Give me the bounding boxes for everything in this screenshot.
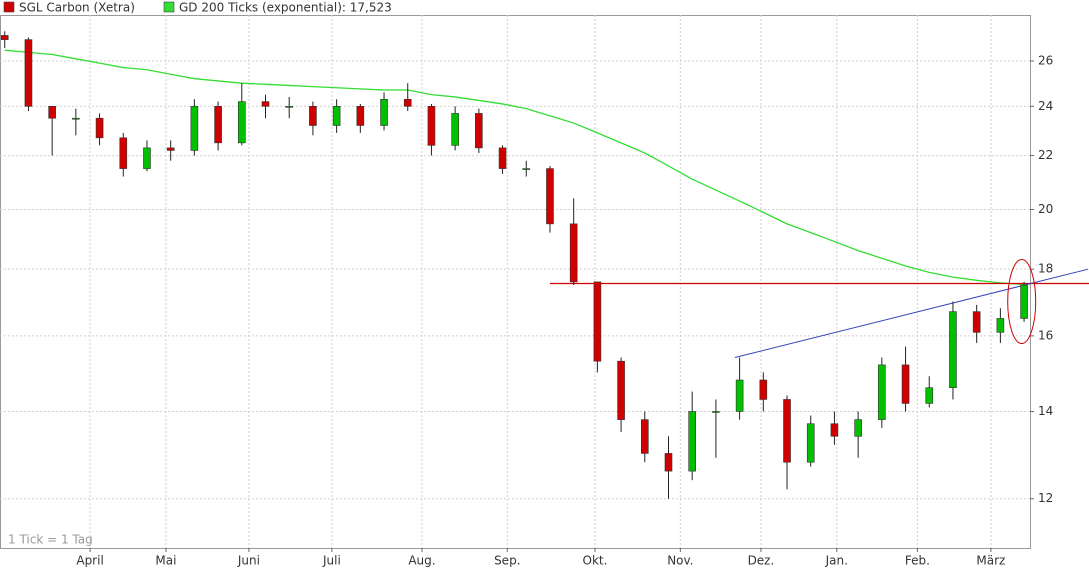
x-tick-label: Mai [155, 554, 176, 568]
tick-note: 1 Tick = 1 Tag [8, 533, 93, 547]
candle-body [380, 98, 388, 126]
candle-body [0, 35, 9, 40]
candle-body [854, 419, 862, 437]
candle-body [830, 423, 839, 437]
trend-line [734, 268, 1089, 358]
candle-body [759, 379, 768, 400]
candle-body [119, 137, 128, 169]
y-tick-label: 12 [1038, 491, 1053, 505]
candle-body [901, 364, 910, 404]
candle-body [143, 147, 151, 169]
y-tick-label: 22 [1038, 148, 1053, 162]
x-tick-label: Sep. [494, 554, 520, 568]
candle-body [878, 364, 886, 420]
candle-body [688, 411, 696, 472]
candle-body [949, 311, 957, 389]
x-tick-label: Aug. [408, 554, 435, 568]
candle-body [214, 106, 222, 144]
highlight-circle [1007, 259, 1037, 345]
candle-body [237, 101, 246, 144]
x-tick-label: März [976, 554, 1005, 568]
candle-body [309, 106, 317, 126]
x-tick-label: April [76, 554, 103, 568]
y-tick-label: 18 [1038, 262, 1053, 276]
x-tick-label: Feb. [905, 554, 930, 568]
x-tick-label: Nov. [667, 554, 693, 568]
y-tick-label: 16 [1038, 328, 1053, 342]
y-tick-label: 14 [1038, 404, 1053, 418]
candle-body [332, 106, 341, 126]
candle-body [451, 113, 459, 146]
moving-average-line [4, 49, 1025, 286]
x-tick-label: Juli [322, 554, 341, 568]
candle-body [735, 379, 744, 412]
y-tick-label: 24 [1038, 99, 1053, 113]
candle-body [190, 106, 199, 151]
candle-body [640, 419, 649, 454]
candle-body [925, 387, 934, 404]
y-tick-label: 26 [1038, 53, 1053, 67]
candle-body [664, 453, 673, 472]
legend-swatch [3, 1, 15, 13]
plot-frame [0, 15, 1031, 549]
candle-body [403, 98, 412, 107]
candle-body [546, 168, 554, 225]
legend-swatch [163, 1, 175, 13]
x-tick-label: Okt. [583, 554, 608, 568]
x-tick-label: Juni [237, 554, 260, 568]
candle-body [166, 147, 175, 151]
candle-body [356, 106, 365, 126]
candle-body [712, 411, 720, 413]
candle-body [1020, 284, 1028, 319]
candle-body [806, 423, 815, 463]
candle-body [475, 113, 483, 149]
candle-body [593, 281, 602, 362]
candle-body [285, 106, 294, 108]
x-tick-label: Jan. [825, 554, 848, 568]
x-tick-label: Dez. [748, 554, 775, 568]
candle-body [569, 223, 578, 283]
candle-body [972, 311, 981, 333]
candle-body [48, 106, 56, 119]
candle-body [498, 147, 507, 169]
candle-body [783, 399, 791, 463]
candle-body [24, 39, 33, 107]
candle-body [95, 117, 104, 139]
candle-body [427, 106, 436, 146]
candle-body [261, 101, 270, 107]
candle-body [617, 360, 625, 420]
legend-label: GD 200 Ticks (exponential): 17,523 [179, 1, 392, 15]
y-tick-label: 20 [1038, 202, 1053, 216]
candle-body [996, 318, 1005, 333]
legend-label: SGL Carbon (Xetra) [19, 1, 135, 15]
candle-body [72, 117, 80, 120]
candle-body [522, 168, 531, 170]
